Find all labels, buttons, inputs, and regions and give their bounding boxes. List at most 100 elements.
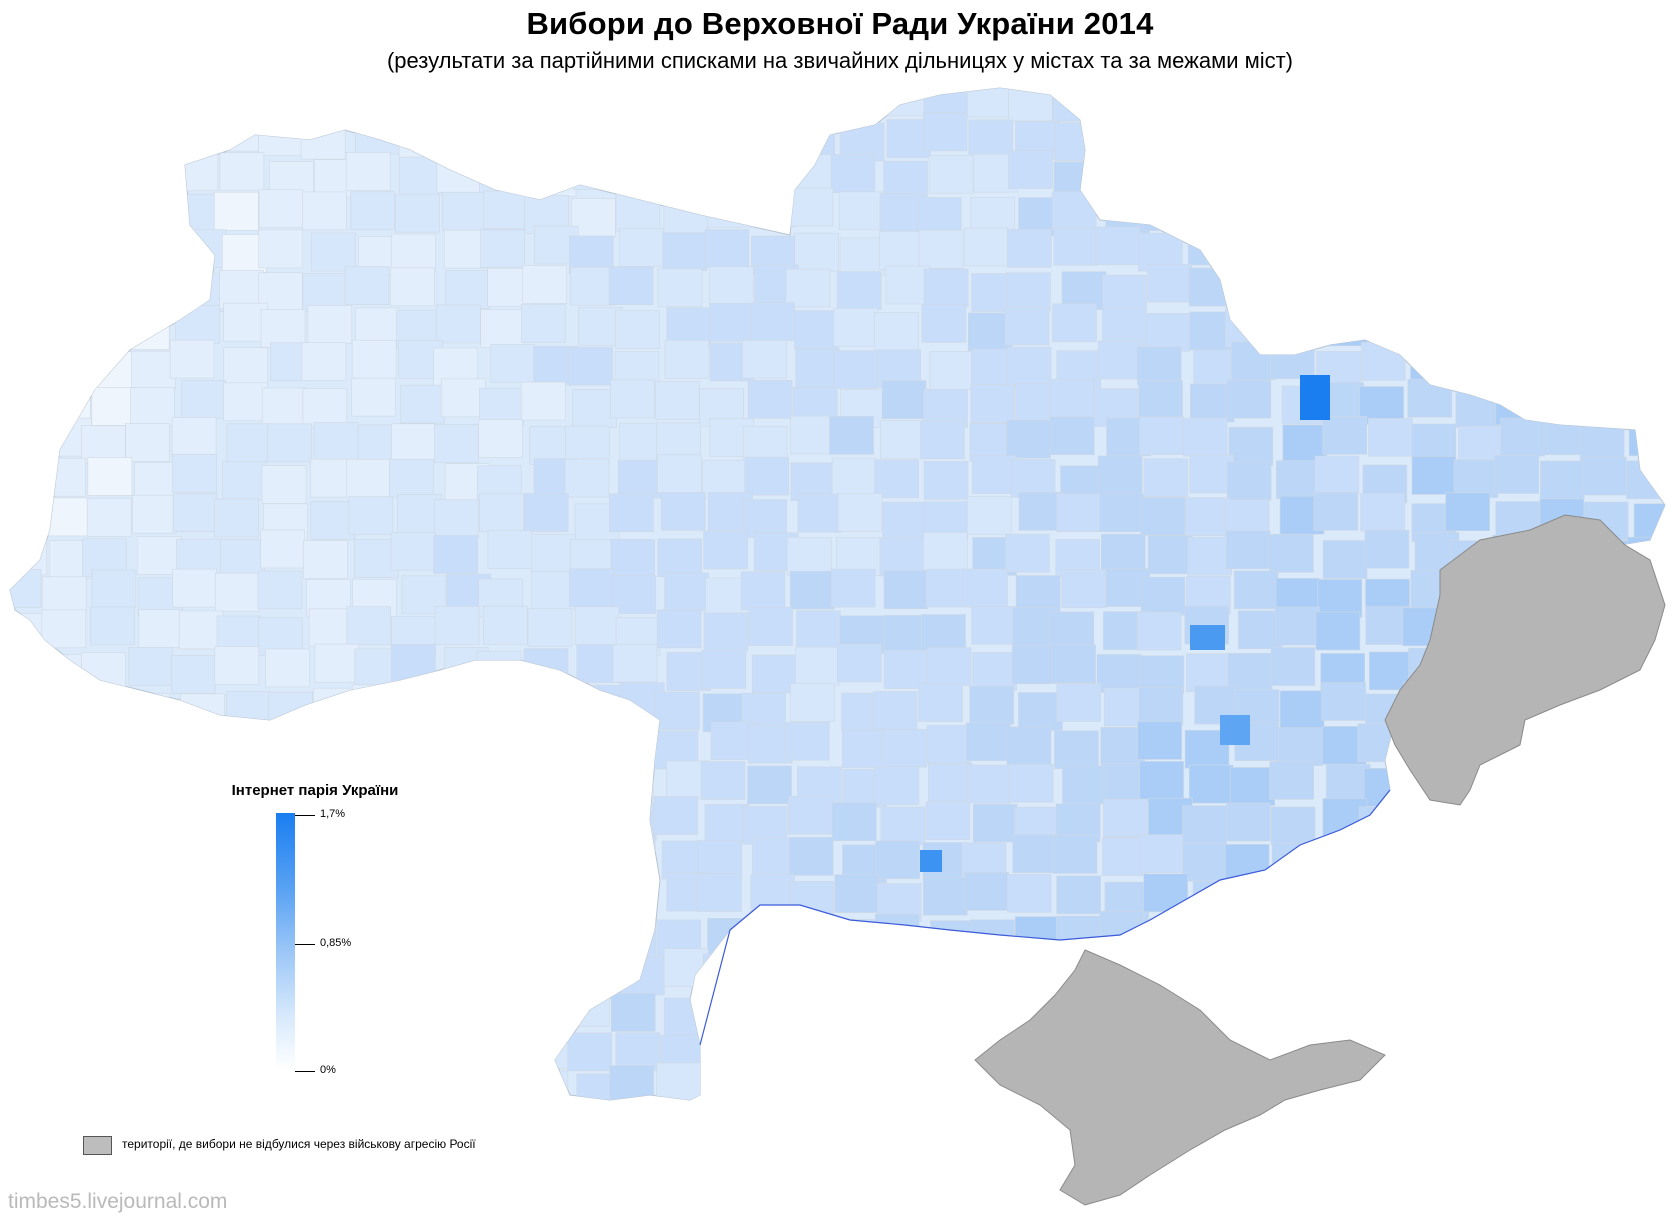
district-cell	[1052, 835, 1098, 874]
district-cell	[10, 313, 44, 352]
district-cell	[787, 795, 833, 835]
district-cell	[1322, 416, 1368, 455]
district-cell	[698, 154, 744, 193]
district-cell	[172, 493, 218, 533]
district-cell	[1501, 88, 1546, 116]
district-cell	[348, 496, 394, 535]
district-cell	[47, 689, 92, 729]
high-value-district	[1300, 375, 1330, 420]
district-cell	[612, 643, 658, 683]
district-cell	[86, 497, 132, 537]
district-cell	[138, 609, 184, 648]
district-cell	[1626, 460, 1665, 500]
district-cell	[1667, 615, 1680, 653]
district-cell	[1533, 113, 1579, 153]
district-cell	[1062, 765, 1107, 805]
district-cell	[1401, 153, 1447, 192]
district-cell	[257, 725, 303, 765]
district-cell	[530, 766, 576, 806]
district-cell	[790, 952, 835, 992]
district-cell	[575, 88, 621, 117]
district-cell	[972, 652, 1017, 691]
legend-mid-label: 0,85%	[320, 937, 352, 949]
district-cell	[1270, 647, 1316, 686]
district-cell	[435, 954, 481, 994]
district-cell	[310, 501, 356, 540]
district-cell	[177, 88, 223, 114]
district-cell	[302, 191, 347, 231]
district-cell	[1667, 270, 1680, 308]
district-cell	[1494, 197, 1539, 237]
district-cell	[182, 728, 227, 768]
district-cell	[1544, 917, 1589, 957]
district-cell	[390, 997, 435, 1036]
district-cell	[523, 837, 569, 877]
district-cell	[926, 647, 972, 686]
district-cell	[345, 152, 391, 191]
district-cell	[1313, 492, 1359, 531]
district-cell	[966, 722, 1011, 762]
district-cell	[918, 683, 963, 722]
district-cell	[1542, 769, 1588, 809]
district-cell	[1183, 197, 1228, 236]
district-cell	[435, 687, 480, 727]
district-cell	[1139, 416, 1184, 455]
district-cell	[41, 609, 87, 649]
district-cell	[135, 265, 181, 304]
district-cell	[480, 229, 525, 269]
district-cell	[751, 188, 796, 228]
district-cell	[47, 267, 93, 306]
district-cell	[1101, 156, 1146, 195]
district-cell	[390, 267, 435, 307]
district-cell	[654, 122, 699, 162]
district-cell	[1015, 575, 1061, 614]
district-cell	[84, 189, 129, 228]
district-cell	[1675, 117, 1680, 155]
district-cell	[968, 951, 1014, 991]
district-cell	[830, 568, 876, 608]
district-cell	[923, 1110, 967, 1148]
district-cell	[180, 693, 225, 733]
district-cell	[1095, 226, 1140, 266]
district-cell	[567, 1032, 612, 1072]
district-cell	[1188, 267, 1234, 307]
district-cell	[963, 995, 1009, 1034]
district-cell	[742, 499, 787, 538]
district-cell	[484, 993, 530, 1032]
district-cell	[834, 874, 880, 913]
district-cell	[521, 873, 567, 912]
district-cell	[788, 1106, 832, 1144]
district-cell	[617, 459, 663, 499]
district-cell	[131, 350, 176, 390]
district-cell	[445, 270, 490, 309]
district-cell	[697, 840, 743, 879]
district-cell	[1361, 841, 1406, 880]
district-cell	[1269, 761, 1315, 800]
district-cell	[971, 455, 1017, 494]
district-cell	[1672, 312, 1680, 350]
district-cell	[833, 307, 879, 347]
district-cell	[1014, 916, 1060, 955]
district-cell	[794, 232, 839, 272]
legend-color-scale	[276, 813, 295, 1070]
district-cell	[564, 458, 610, 498]
district-cell	[1628, 417, 1665, 457]
district-cell	[1407, 273, 1453, 312]
district-cell	[135, 951, 180, 990]
district-cell	[1097, 455, 1143, 495]
district-cell	[615, 192, 661, 232]
district-cell	[82, 992, 128, 1032]
district-cell	[10, 568, 42, 608]
district-cell	[741, 919, 787, 959]
district-cell	[922, 112, 968, 152]
coastline	[699, 789, 1391, 1046]
occupied-legend-label: території, де вибори не відбулися через …	[122, 1137, 476, 1151]
district-cell	[929, 351, 975, 390]
district-cell	[1540, 1062, 1586, 1100]
district-cell	[1232, 152, 1278, 191]
district-cell	[1051, 644, 1096, 684]
district-cell	[531, 158, 577, 197]
district-cell	[925, 801, 971, 840]
legend-tick-mid	[295, 944, 315, 945]
